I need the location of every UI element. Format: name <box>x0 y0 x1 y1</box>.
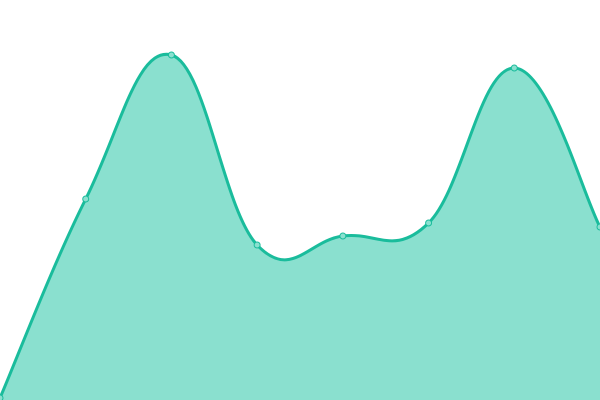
data-point-6 <box>510 64 518 72</box>
data-point-3 <box>253 241 261 249</box>
data-point-5 <box>425 219 433 227</box>
data-points <box>0 51 600 400</box>
series-line <box>0 52 600 399</box>
area-fill <box>0 54 600 400</box>
data-point-1 <box>82 195 90 203</box>
data-point-2 <box>167 51 175 59</box>
data-point-7 <box>596 223 600 231</box>
data-point-4 <box>339 232 347 240</box>
data-point-0 <box>0 394 4 400</box>
